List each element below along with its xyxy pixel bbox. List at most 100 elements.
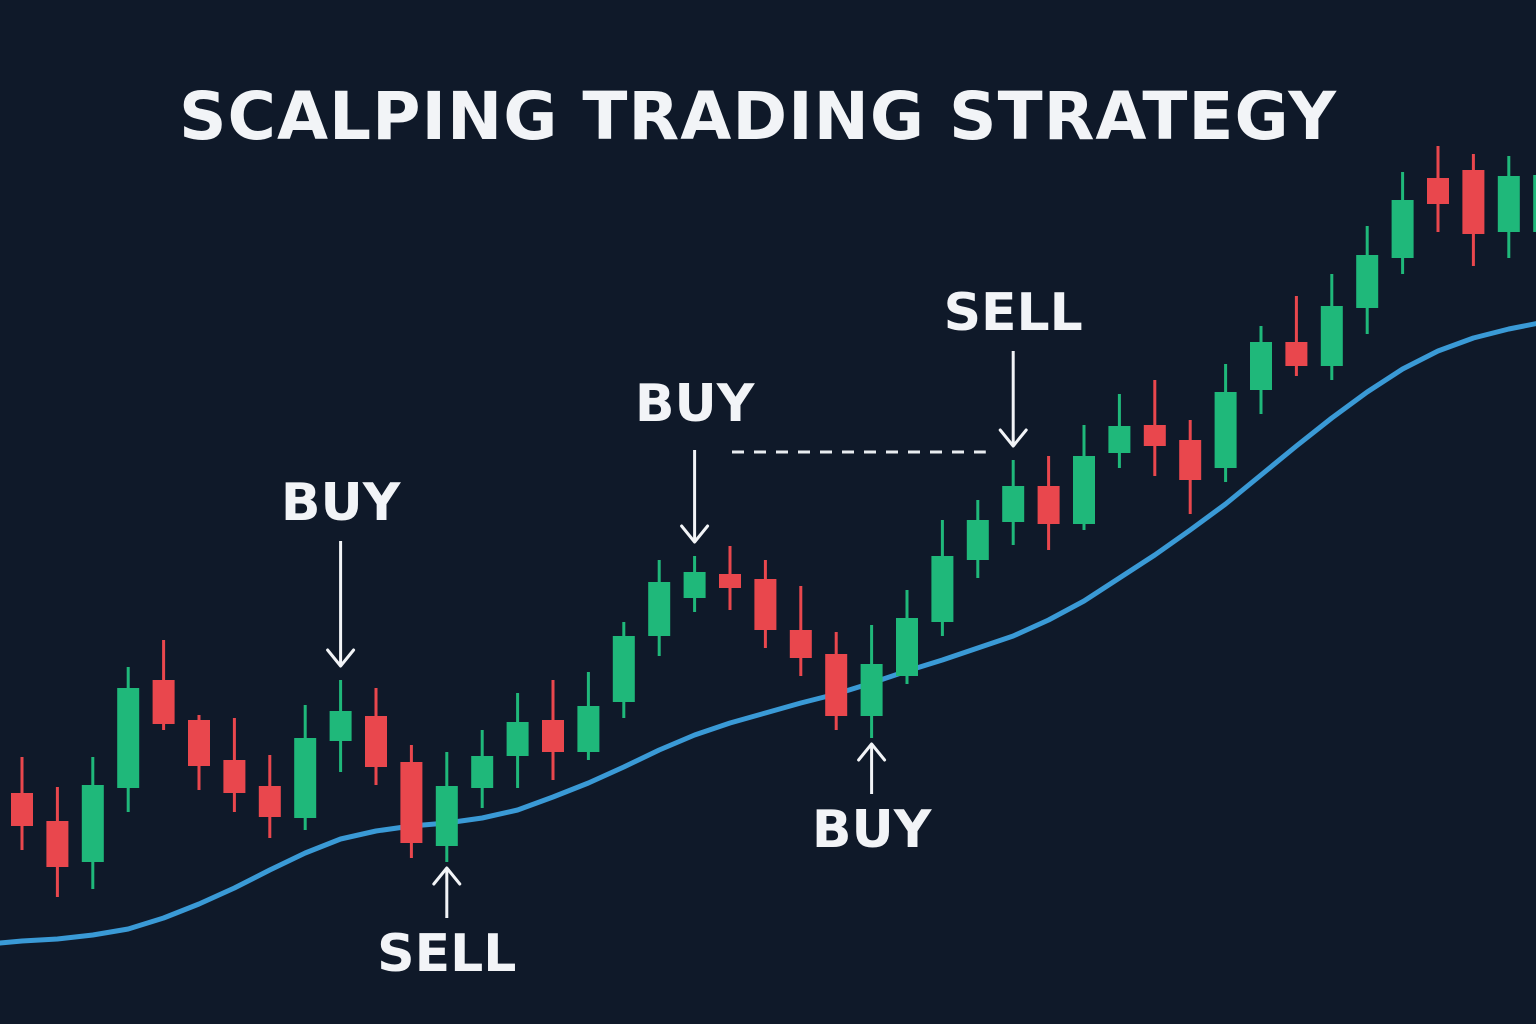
candle-body — [365, 716, 387, 767]
candle-body — [860, 664, 883, 716]
candle-bearish — [1462, 154, 1485, 266]
candle-bullish — [1533, 175, 1536, 232]
candle-body — [435, 786, 458, 846]
candle-bearish — [542, 680, 564, 780]
candle-body — [1285, 342, 1308, 366]
arrow-head-icon — [857, 742, 887, 762]
candle-bullish — [329, 680, 352, 772]
candle-body — [1214, 392, 1237, 468]
candle-bullish — [294, 705, 317, 830]
candle-bullish — [1391, 172, 1414, 274]
candle-bearish — [1285, 296, 1308, 376]
arrow-head-icon — [680, 524, 710, 544]
candle-bullish — [1002, 460, 1025, 545]
arrow-head-icon — [326, 648, 356, 668]
candle-body — [1143, 425, 1166, 446]
candle-bullish — [896, 590, 918, 684]
candle-bearish — [223, 718, 246, 812]
candle-body — [825, 654, 848, 716]
candle-body — [542, 720, 564, 752]
candle-bearish — [11, 757, 33, 850]
candle-bullish — [1497, 156, 1520, 258]
signal-label-buy: BUY — [280, 473, 401, 533]
candle-body — [152, 680, 175, 724]
candle-bullish — [435, 752, 458, 862]
candle-bullish — [506, 693, 529, 788]
candle-bearish — [1179, 420, 1202, 514]
candle-bearish — [152, 640, 175, 730]
candle-body — [11, 793, 33, 826]
candle-body — [966, 520, 989, 560]
candle-body — [1037, 486, 1060, 524]
candle-bearish — [1427, 146, 1449, 232]
candle-body — [1250, 342, 1272, 390]
candle-bullish — [966, 500, 989, 578]
signal-label-sell: SELL — [377, 924, 517, 984]
candle-body — [754, 579, 777, 630]
candle-body — [294, 738, 317, 818]
candle-bullish — [612, 622, 635, 718]
candle-bearish — [258, 755, 281, 838]
candle-body — [789, 630, 812, 658]
candle-body — [648, 582, 671, 636]
candle-bullish — [81, 757, 104, 889]
candle-body — [400, 762, 423, 843]
candle-body — [506, 722, 529, 756]
signal-label-sell: SELL — [943, 283, 1083, 343]
moving-average-line — [0, 321, 1536, 946]
candle-body — [1108, 426, 1131, 453]
candle-bearish — [188, 715, 210, 790]
candle-bearish — [789, 586, 812, 676]
candle-body — [46, 821, 69, 867]
candle-bullish — [1356, 226, 1379, 334]
candle-body — [188, 720, 210, 766]
candle-body — [1356, 255, 1379, 308]
chart-title: SCALPING TRADING STRATEGY — [178, 78, 1338, 155]
candle-bullish — [1108, 394, 1131, 468]
candle-bullish — [1320, 274, 1343, 380]
candle-body — [471, 756, 494, 788]
candle-bearish — [400, 745, 423, 858]
arrow-head-icon — [432, 866, 462, 886]
candle-body — [1533, 175, 1536, 232]
candle-bearish — [825, 632, 848, 730]
candle-body — [1073, 456, 1095, 524]
candle-bearish — [1037, 456, 1060, 550]
candle-body — [329, 711, 352, 741]
candle-body — [1002, 486, 1025, 522]
signal-label-buy: BUY — [811, 800, 932, 860]
candle-body — [81, 785, 104, 862]
candle-bearish — [365, 688, 387, 785]
candle-body — [612, 636, 635, 702]
candle-body — [117, 688, 140, 788]
candle-body — [1320, 306, 1343, 366]
candle-body — [258, 786, 281, 817]
candle-body — [719, 574, 741, 588]
candle-bearish — [1143, 380, 1166, 476]
candle-body — [683, 572, 706, 598]
candle-body — [1427, 178, 1449, 204]
candle-bullish — [860, 625, 883, 738]
candle-bullish — [1250, 326, 1272, 414]
candle-body — [931, 556, 954, 622]
arrow-head-icon — [998, 428, 1028, 448]
candle-bullish — [577, 672, 600, 760]
candle-bearish — [719, 546, 741, 610]
candle-bullish — [1214, 364, 1237, 482]
candle-bearish — [46, 787, 69, 897]
candle-bullish — [117, 667, 140, 812]
signal-label-buy: BUY — [634, 374, 755, 434]
candle-bearish — [754, 560, 777, 648]
candle-bullish — [648, 560, 671, 656]
candle-body — [577, 706, 600, 752]
candle-body — [1462, 170, 1485, 234]
candle-bullish — [931, 520, 954, 636]
candle-body — [223, 760, 246, 793]
candle-body — [1179, 440, 1202, 480]
candle-bullish — [1073, 425, 1095, 530]
candle-body — [896, 618, 918, 676]
candle-bullish — [683, 556, 706, 612]
candle-bullish — [471, 730, 494, 808]
